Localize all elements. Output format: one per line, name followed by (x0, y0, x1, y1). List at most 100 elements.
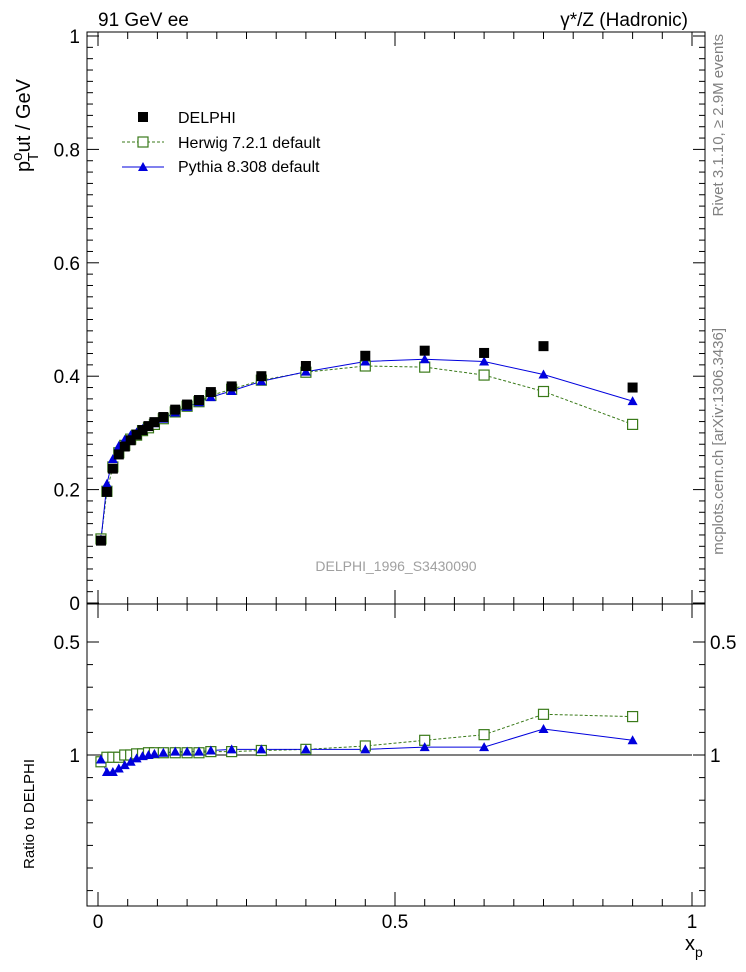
ratio-y-tick-label-left: 0.5 (54, 633, 80, 654)
x-tick-label: 1 (687, 912, 698, 933)
marker-delphi (170, 404, 181, 415)
marker-pythia (627, 396, 638, 406)
marker-pythia (119, 760, 130, 770)
marker-pythia (107, 766, 118, 776)
ratio-series-markers (95, 708, 639, 776)
marker-delphi (119, 441, 130, 452)
marker-delphi (360, 350, 371, 361)
ratio-y-tick-label-right: 1 (710, 746, 721, 767)
ratio-y-tick-label-right: 0.5 (710, 633, 736, 654)
marker-pythia (95, 754, 106, 764)
x-label-main: x (685, 933, 695, 955)
marker-pythia (627, 735, 638, 745)
legend-label-delphi: DELPHI (178, 110, 236, 127)
marker-pythia (125, 756, 136, 766)
marker-delphi (256, 371, 267, 382)
marker-pythia (360, 744, 371, 754)
y-label-p: p (13, 161, 35, 172)
marker-delphi (131, 429, 142, 440)
main-y-tick-label: 0.6 (54, 254, 80, 275)
series-line-herwig (100, 365, 633, 539)
marker-pythia (113, 763, 124, 773)
marker-pythia (158, 747, 169, 757)
marker-pythia (226, 744, 237, 754)
marker-pythia (419, 742, 430, 752)
x-tick-label: 0 (93, 912, 104, 933)
legend-label-pythia: Pythia 8.308 default (178, 159, 320, 176)
marker-delphi (627, 382, 638, 393)
main-series-lines (100, 358, 633, 540)
marker-pythia (107, 453, 118, 463)
main-series-markers (95, 341, 639, 546)
marker-delphi (107, 463, 118, 474)
marker-pythia (101, 478, 112, 488)
marker-pythia (256, 744, 267, 754)
legend: DELPHI Herwig 7.2.1 default Pythia 8.308… (122, 110, 321, 176)
marker-delphi (95, 535, 106, 546)
marker-delphi (193, 395, 204, 406)
legend-marker-herwig (137, 136, 149, 148)
marker-delphi (205, 387, 216, 398)
marker-delphi (226, 381, 237, 392)
marker-delphi (101, 486, 112, 497)
marker-pythia (170, 746, 181, 756)
ratio-y-tick-label-left: 1 (69, 746, 80, 767)
x-axis-label: xp (685, 933, 703, 960)
legend-item-herwig: Herwig 7.2.1 default (122, 135, 321, 152)
main-y-tick-label: 0.4 (54, 367, 81, 388)
marker-delphi (149, 417, 160, 428)
header-right: γ*/Z (Hadronic) (560, 10, 688, 31)
marker-pythia (479, 742, 490, 752)
legend-label-herwig: Herwig 7.2.1 default (178, 135, 321, 152)
marker-pythia (479, 356, 490, 366)
ratio-panel: 0.50.5112200.51 (54, 603, 736, 933)
header-left: 91 GeV ee (98, 10, 189, 31)
ratio-axis-ticks: 0.50.5112200.51 (54, 604, 736, 933)
legend-item-pythia: Pythia 8.308 default (122, 159, 320, 176)
marker-pythia (419, 354, 430, 364)
marker-delphi (300, 360, 311, 371)
marker-pythia (300, 366, 311, 376)
main-y-axis-label: poTut / GeV (9, 78, 42, 172)
marker-delphi (182, 399, 193, 410)
series-line-pythia (100, 358, 633, 540)
marker-pythia (300, 744, 311, 754)
marker-pythia (538, 724, 549, 734)
analysis-watermark: DELPHI_1996_S3430090 (315, 558, 476, 574)
main-y-tick-label: 0.8 (54, 140, 80, 161)
marker-delphi (479, 347, 490, 358)
marker-pythia (131, 753, 142, 763)
marker-herwig (419, 361, 431, 373)
main-panel: 0 0.2 0.4 0.6 0.8 1 (54, 27, 706, 615)
y-label-subscript: T (25, 152, 42, 161)
main-y-tick-label: 1 (69, 27, 80, 48)
mcplots-label: mcplots.cern.ch [arXiv:1306.3436] (710, 328, 727, 555)
marker-delphi (143, 421, 154, 432)
legend-marker-delphi (138, 112, 148, 122)
marker-pythia (538, 369, 549, 379)
marker-delphi (419, 345, 430, 356)
marker-pythia (149, 748, 160, 758)
x-tick-label: 0.5 (382, 912, 408, 933)
marker-pythia (360, 356, 371, 366)
main-axis-ticks: 0 0.2 0.4 0.6 0.8 1 (54, 27, 705, 615)
marker-herwig (626, 418, 639, 430)
ratio-y-axis-label: Ratio to DELPHI (21, 759, 38, 869)
marker-herwig (537, 385, 550, 398)
marker-herwig (478, 369, 490, 381)
marker-pythia (205, 745, 216, 755)
marker-delphi (158, 412, 169, 423)
main-y-tick-label: 0 (69, 594, 80, 615)
legend-marker-pythia (138, 162, 148, 171)
y-label-superscript: o (9, 153, 26, 161)
marker-delphi (113, 449, 124, 460)
x-label-subscript: p (695, 944, 703, 960)
marker-delphi (538, 341, 549, 352)
main-y-tick-label: 0.2 (54, 481, 80, 502)
marker-herwig (537, 708, 550, 720)
marker-pythia (182, 746, 193, 756)
y-label-rest: ut / GeV (13, 78, 35, 152)
marker-pythia (193, 746, 204, 756)
marker-delphi (137, 425, 148, 436)
